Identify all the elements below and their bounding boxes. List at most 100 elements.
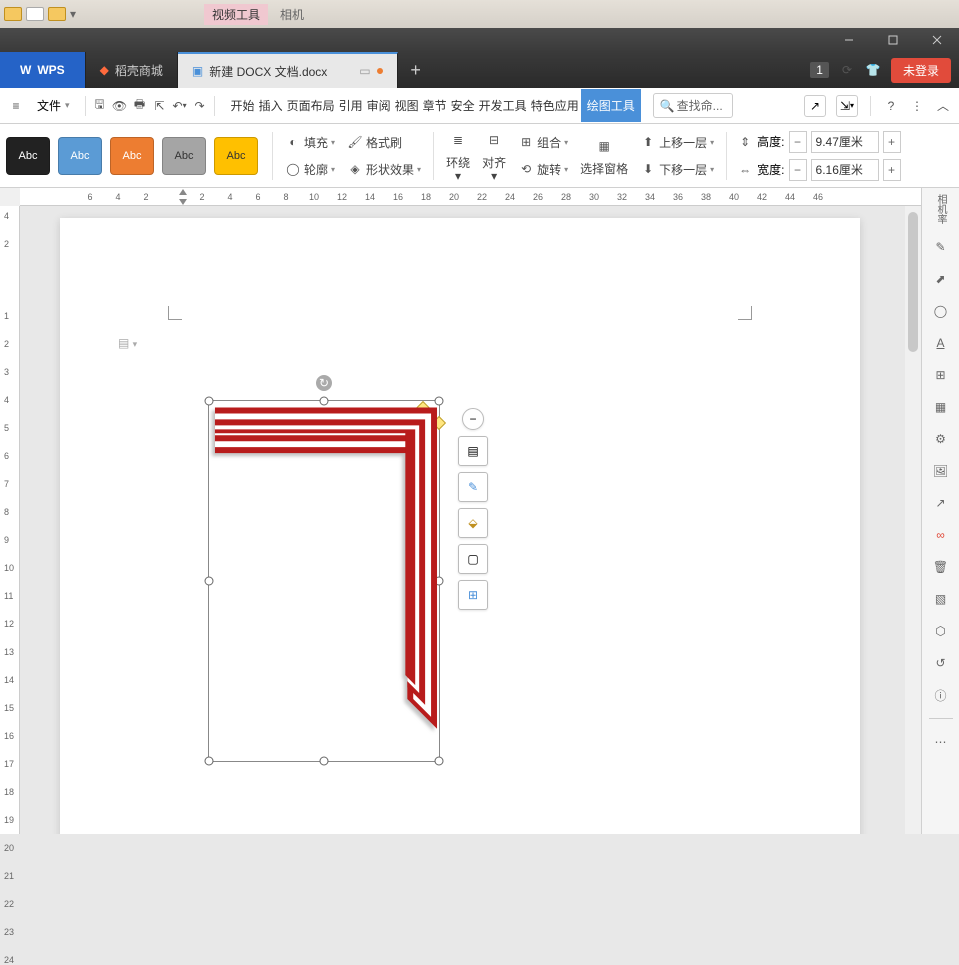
ribbon-tab[interactable]: 特色应用	[529, 89, 581, 122]
outline-shape-button[interactable]: ▢	[458, 544, 488, 574]
width-increment[interactable]: +	[883, 159, 901, 181]
indent-marker-icon[interactable]	[179, 189, 187, 195]
redo-icon[interactable]: ↷	[192, 98, 208, 114]
shape-effects-button[interactable]: ◈形状效果▾	[345, 159, 423, 180]
grid-icon: ⊞	[468, 588, 478, 602]
more-options-icon[interactable]: ⋯	[932, 733, 950, 751]
os-tab[interactable]: 相机	[272, 4, 312, 25]
ribbon-tab[interactable]: 审阅	[365, 89, 393, 122]
share-icon[interactable]: ↗	[804, 95, 826, 117]
fill-button[interactable]: ◐填充▾	[283, 132, 337, 153]
fill-shape-button[interactable]: ⬙	[458, 508, 488, 538]
group-button[interactable]: ⊞组合▾	[516, 132, 570, 153]
rotate-button[interactable]: ⟲旋转▾	[516, 159, 570, 180]
height-increment[interactable]: +	[883, 131, 901, 153]
ribbon-tab[interactable]: 视图	[393, 89, 421, 122]
style-swatch[interactable]: Abc	[110, 137, 154, 175]
down-layer-icon: ⬇	[640, 161, 656, 177]
shape-context-toolbar: − ▤ ✎ ⬙ ▢ ⊞	[458, 408, 488, 610]
export-icon[interactable]: ⇱	[152, 98, 168, 114]
ribbon-tab[interactable]: 开始	[229, 89, 257, 122]
select-icon[interactable]: ⬈	[932, 270, 950, 288]
ribbon-tab[interactable]: 页面布局	[285, 89, 337, 122]
picture-icon[interactable]: ▧	[932, 590, 950, 608]
sync-icon[interactable]: ⟳	[839, 62, 855, 78]
style-swatch[interactable]: Abc	[162, 137, 206, 175]
bring-forward-button[interactable]: ⬆上移一层▾	[638, 132, 716, 153]
file-label: 文件	[37, 97, 61, 114]
os-tab[interactable]: 视频工具	[204, 4, 268, 25]
info-icon[interactable]: ⓘ	[932, 686, 950, 704]
ribbon-tab[interactable]: 绘图工具	[581, 89, 641, 122]
help-icon[interactable]: ?	[883, 98, 899, 114]
tab-document[interactable]: ▣ 新建 DOCX 文档.docx ▭	[178, 52, 398, 88]
wrap-icon: ≣	[446, 128, 470, 152]
ribbon-tab[interactable]: 章节	[421, 89, 449, 122]
apps-icon[interactable]: ▦	[932, 398, 950, 416]
scrollbar-thumb[interactable]	[908, 212, 918, 352]
close-button[interactable]	[915, 28, 959, 52]
wrap-button[interactable]: ≣环绕▾	[440, 128, 476, 183]
ribbon-tab[interactable]: 开发工具	[477, 89, 529, 122]
format-brush-button[interactable]: 🖌格式刷	[345, 132, 423, 153]
rotation-handle[interactable]: ↻	[316, 375, 332, 391]
tab-label: 稻壳商城	[115, 62, 163, 79]
height-input[interactable]	[811, 131, 879, 153]
table-icon[interactable]: ⊞	[932, 366, 950, 384]
folder-icon	[48, 7, 66, 21]
edit-shape-button[interactable]: ✎	[458, 472, 488, 502]
edit-icon[interactable]: ✎	[932, 238, 950, 256]
ribbon-tab[interactable]: 安全	[449, 89, 477, 122]
vertical-scrollbar[interactable]	[905, 206, 921, 834]
tab-template-shop[interactable]: ◆稻壳商城	[86, 52, 178, 88]
selection-pane-button[interactable]: ▦选择窗格	[574, 134, 634, 177]
skin-icon[interactable]: 👕	[865, 62, 881, 78]
file-menu[interactable]: 文件 ▾	[28, 92, 79, 119]
ribbon-tab[interactable]: 引用	[337, 89, 365, 122]
shield-icon[interactable]: ⬡	[932, 622, 950, 640]
canvas[interactable]: ▤ ▾ ↻	[20, 206, 921, 834]
text-icon[interactable]: A	[932, 334, 950, 352]
image-icon[interactable]: 🖼	[932, 462, 950, 480]
command-search[interactable]: 🔍 查找命...	[653, 93, 733, 118]
print-preview-icon[interactable]: 👁	[112, 98, 128, 114]
login-button[interactable]: 未登录	[891, 58, 951, 83]
export-icon[interactable]: ↗	[932, 494, 950, 512]
outline-button[interactable]: ◯轮廓▾	[283, 159, 337, 180]
width-input[interactable]	[811, 159, 879, 181]
document-page: ▤ ▾ ↻	[60, 218, 860, 834]
more-shape-button[interactable]: ⊞	[458, 580, 488, 610]
more-icon[interactable]: ⋮	[909, 98, 925, 114]
menubar: ≡ 文件 ▾ 🖫 👁 🖶 ⇱ ↶▾ ↷ 开始插入页面布局引用审阅视图章节安全开发…	[0, 88, 959, 124]
layout-options-button[interactable]: ▤	[458, 436, 488, 466]
shape-selection[interactable]: ↻	[208, 400, 440, 762]
style-swatch[interactable]: Abc	[58, 137, 102, 175]
ribbon-tab[interactable]: 插入	[257, 89, 285, 122]
paragraph-options-icon[interactable]: ▤ ▾	[118, 336, 137, 350]
maximize-button[interactable]	[871, 28, 915, 52]
link-icon[interactable]: ∞	[932, 526, 950, 544]
style-swatch[interactable]: Abc	[6, 137, 50, 175]
settings-icon[interactable]: ⚙	[932, 430, 950, 448]
app-window: WWPS ◆稻壳商城 ▣ 新建 DOCX 文档.docx ▭ + 1 ⟳ 👕 未…	[0, 28, 959, 834]
collapse-context-icon[interactable]: −	[462, 408, 484, 430]
indent-marker-icon[interactable]	[179, 199, 187, 205]
search-placeholder: 查找命...	[677, 97, 723, 114]
collapse-ribbon-icon[interactable]: ︿	[935, 98, 951, 114]
width-decrement[interactable]: −	[789, 159, 807, 181]
send-backward-button[interactable]: ⬇下移一层▾	[638, 159, 716, 180]
print-icon[interactable]: 🖶	[132, 98, 148, 114]
menu-icon[interactable]: ≡	[8, 98, 24, 114]
history-icon[interactable]: ↺	[932, 654, 950, 672]
tab-wps-home[interactable]: WWPS	[0, 52, 86, 88]
undo-icon[interactable]: ↶▾	[172, 98, 188, 114]
shape-icon[interactable]: ◯	[932, 302, 950, 320]
new-tab-button[interactable]: +	[398, 52, 434, 88]
trash-icon[interactable]: 🗑	[932, 558, 950, 576]
save-icon[interactable]: 🖫	[92, 98, 108, 114]
style-swatch[interactable]: Abc	[214, 137, 258, 175]
align-button[interactable]: ⊟对齐▾	[476, 128, 512, 183]
height-decrement[interactable]: −	[789, 131, 807, 153]
minimize-button[interactable]	[827, 28, 871, 52]
export-box-icon[interactable]: ⇲▾	[836, 95, 858, 117]
